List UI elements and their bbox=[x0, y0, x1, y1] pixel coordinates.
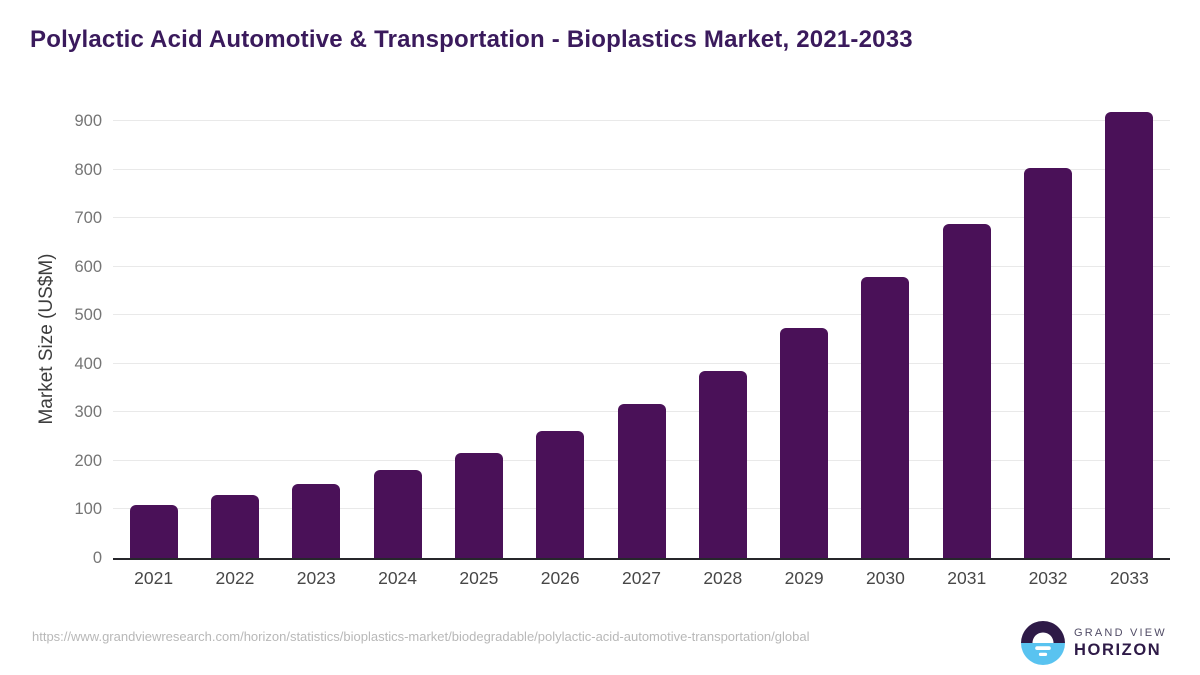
gridline-800 bbox=[113, 168, 1170, 170]
bar-2027 bbox=[617, 404, 666, 558]
brand-wordmark: GRAND VIEW HORIZON bbox=[1074, 627, 1167, 660]
y-tick-label-400: 400 bbox=[74, 354, 102, 373]
x-tick-label-2032: 2032 bbox=[1028, 568, 1068, 588]
x-tick-label-2028: 2028 bbox=[703, 568, 743, 588]
y-axis-title: Market Size (US$M) bbox=[36, 253, 57, 425]
gridline-400 bbox=[113, 362, 1170, 364]
y-tick-label-900: 900 bbox=[74, 112, 102, 130]
bar-2029 bbox=[780, 328, 829, 558]
brand-name-top: GRAND VIEW bbox=[1074, 626, 1167, 639]
horizon-logo-icon bbox=[1021, 621, 1065, 665]
bar-2032 bbox=[1024, 168, 1073, 558]
y-tick-label-200: 200 bbox=[74, 451, 102, 470]
brand-logo: GRAND VIEW HORIZON bbox=[1021, 621, 1167, 665]
x-tick-label-2027: 2027 bbox=[622, 568, 661, 588]
bar-2033 bbox=[1105, 111, 1154, 558]
bar-2024 bbox=[373, 469, 422, 558]
y-tick-label-600: 600 bbox=[74, 257, 102, 276]
gridline-600 bbox=[113, 265, 1170, 267]
bar-2025 bbox=[454, 452, 503, 558]
bar-2026 bbox=[536, 431, 585, 558]
brand-name-bottom: HORIZON bbox=[1074, 640, 1162, 659]
y-tick-label-100: 100 bbox=[74, 500, 102, 519]
bar-2030 bbox=[861, 276, 910, 558]
x-tick-label-2024: 2024 bbox=[378, 568, 418, 588]
bar-2022 bbox=[210, 494, 259, 558]
source-url: https://www.grandviewresearch.com/horizo… bbox=[32, 629, 810, 644]
x-tick-label-2029: 2029 bbox=[784, 568, 824, 588]
x-tick-label-2031: 2031 bbox=[947, 568, 987, 588]
x-tick-label-2023: 2023 bbox=[296, 568, 336, 588]
y-tick-label-800: 800 bbox=[74, 160, 102, 179]
bar-2023 bbox=[292, 484, 341, 558]
y-tick-label-0: 0 bbox=[92, 549, 102, 567]
plot-area bbox=[113, 111, 1170, 560]
x-tick-label-2030: 2030 bbox=[865, 568, 905, 588]
x-tick-label-2022: 2022 bbox=[215, 568, 255, 588]
x-tick-label-2021: 2021 bbox=[134, 568, 174, 588]
gridline-500 bbox=[113, 314, 1170, 316]
x-tick-label-2026: 2026 bbox=[540, 568, 580, 588]
bar-2028 bbox=[698, 371, 747, 558]
bar-2021 bbox=[129, 504, 178, 558]
bar-2031 bbox=[942, 223, 991, 558]
y-tick-label-300: 300 bbox=[74, 403, 102, 422]
gridline-700 bbox=[113, 217, 1170, 219]
y-tick-label-700: 700 bbox=[74, 209, 102, 228]
chart-title: Polylactic Acid Automotive & Transportat… bbox=[30, 26, 913, 53]
y-tick-label-500: 500 bbox=[74, 306, 102, 325]
gridline-900 bbox=[113, 120, 1170, 121]
x-tick-label-2025: 2025 bbox=[459, 568, 499, 588]
x-tick-label-2033: 2033 bbox=[1109, 568, 1149, 588]
